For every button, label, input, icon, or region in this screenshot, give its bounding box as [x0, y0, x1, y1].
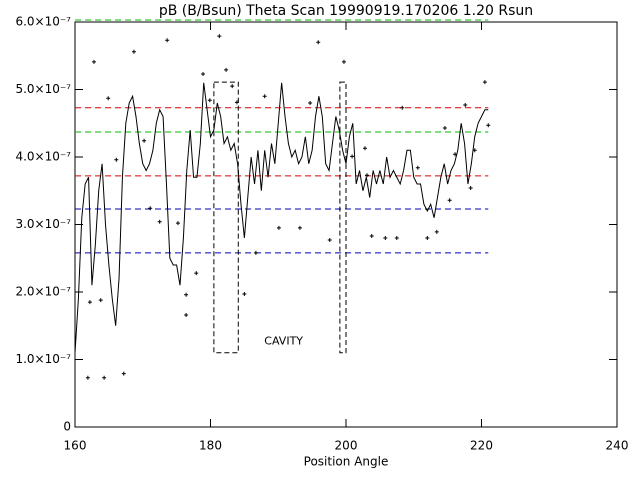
- x-tick-label: 240: [606, 439, 629, 453]
- x-tick-label: 160: [64, 439, 87, 453]
- data-point: [362, 146, 367, 151]
- data-point: [148, 206, 153, 211]
- data-point: [91, 59, 96, 64]
- y-tick-label: 6.0×10⁻⁷: [15, 15, 71, 29]
- annotation: CAVITY: [264, 334, 303, 347]
- data-point: [106, 96, 111, 101]
- y-tick-label: 4.0×10⁻⁷: [15, 150, 71, 164]
- y-tick-label: 0: [63, 420, 71, 434]
- x-tick-label: 200: [335, 439, 358, 453]
- data-point: [425, 236, 430, 240]
- cavity-box: [339, 81, 347, 354]
- data-line: [74, 82, 489, 353]
- data-point: [184, 312, 189, 317]
- data-point: [175, 221, 180, 226]
- data-point: [434, 229, 439, 234]
- data-point: [98, 298, 103, 303]
- y-tick-label: 1.0×10⁻⁷: [15, 352, 71, 366]
- data-point: [394, 236, 399, 240]
- y-tick-label: 2.0×10⁻⁷: [15, 285, 71, 299]
- data-point: [341, 59, 346, 64]
- data-point: [102, 375, 107, 380]
- data-point: [383, 236, 388, 240]
- data-point: [121, 371, 126, 376]
- data-point: [463, 103, 468, 108]
- data-point: [85, 375, 90, 380]
- data-point: [327, 238, 332, 243]
- data-point: [482, 80, 487, 85]
- x-axis-label: Position Angle: [304, 455, 389, 469]
- data-point: [468, 186, 473, 191]
- data-point: [230, 84, 235, 89]
- data-point: [262, 94, 267, 99]
- y-tick-label: 3.0×10⁻⁷: [15, 217, 71, 231]
- chart-title: pB (B/Bsun) Theta Scan 19990919.170206 1…: [159, 3, 533, 19]
- data-point: [316, 40, 321, 45]
- data-point: [442, 125, 447, 130]
- data-point: [157, 219, 162, 224]
- data-point: [165, 38, 170, 43]
- data-point: [276, 225, 281, 230]
- data-point: [224, 67, 229, 72]
- data-point: [217, 34, 222, 39]
- data-point: [415, 165, 420, 170]
- x-tick-label: 180: [199, 439, 222, 453]
- data-point: [253, 250, 258, 255]
- data-point: [472, 148, 477, 153]
- data-point: [242, 292, 247, 297]
- y-tick-label: 5.0×10⁻⁷: [15, 82, 71, 96]
- data-point: [447, 198, 452, 203]
- data-point: [184, 292, 189, 297]
- data-point: [87, 300, 92, 305]
- data-point: [400, 105, 405, 110]
- data-point: [114, 157, 119, 162]
- data-point: [131, 49, 136, 54]
- x-tick-label: 220: [470, 439, 493, 453]
- data-point: [308, 101, 313, 105]
- data-point: [201, 71, 206, 76]
- data-point: [207, 98, 212, 103]
- cavity-box: [213, 81, 239, 354]
- data-point: [194, 271, 199, 276]
- data-point: [453, 152, 458, 157]
- data-point: [142, 138, 147, 143]
- data-point: [365, 173, 370, 178]
- data-point: [369, 233, 374, 238]
- data-point: [486, 123, 491, 128]
- data-point: [234, 100, 239, 105]
- data-point: [297, 225, 302, 230]
- data-point: [350, 154, 355, 159]
